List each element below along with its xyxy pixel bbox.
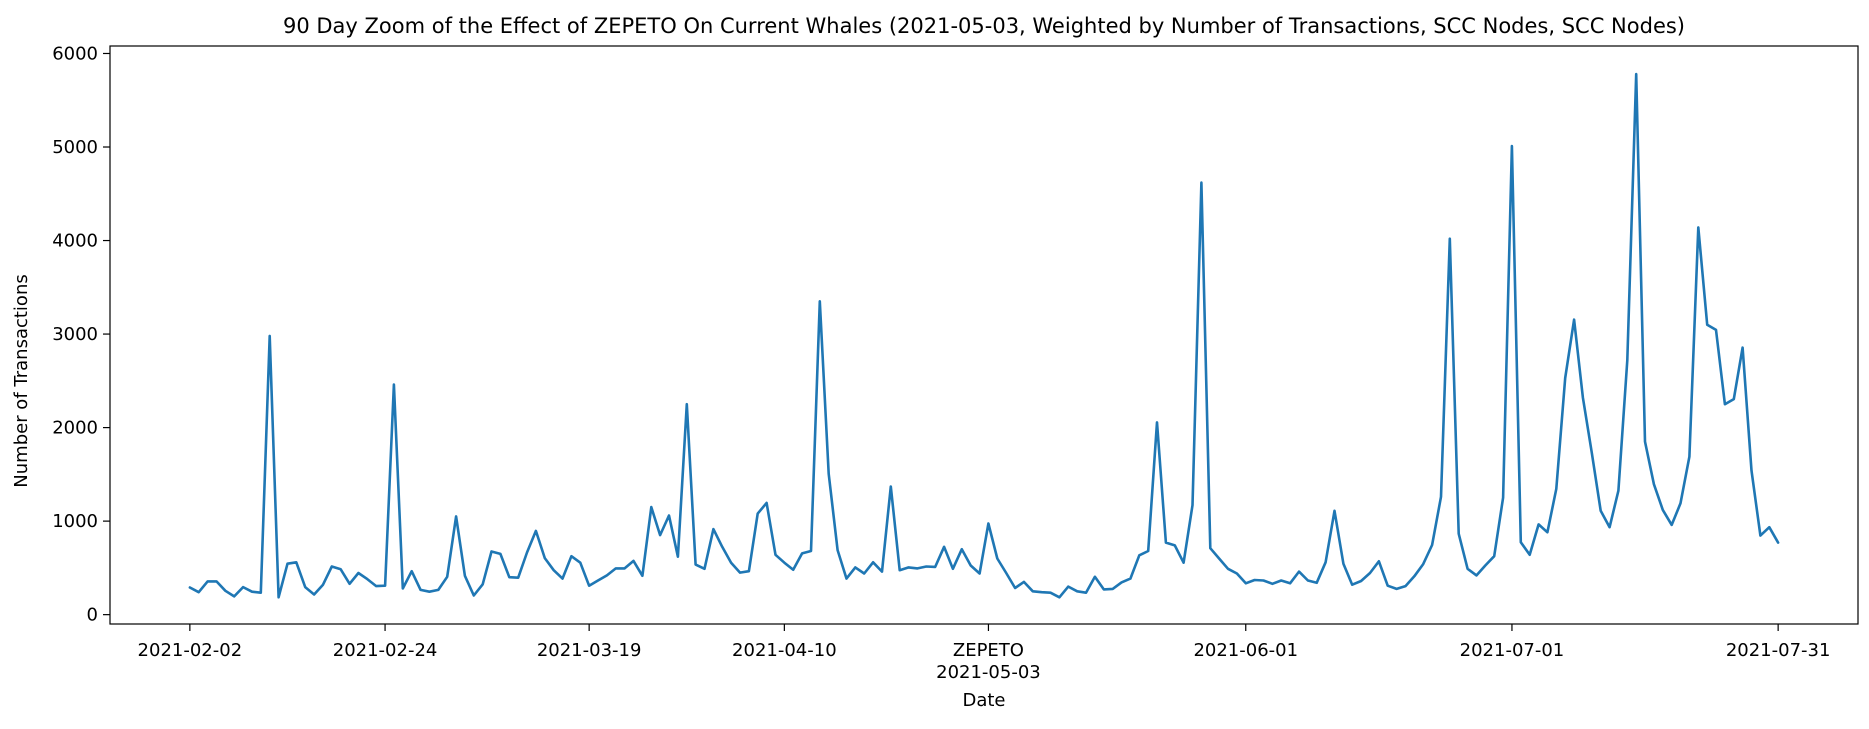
x-tick-label: 2021-07-31	[1726, 640, 1831, 661]
y-tick-label: 0	[87, 605, 98, 626]
x-tick-label: 2021-07-01	[1460, 640, 1565, 661]
x-tick-label: 2021-06-01	[1193, 640, 1298, 661]
x-tick-label: 2021-03-19	[537, 640, 642, 661]
x-tick-label: 2021-04-10	[732, 640, 837, 661]
x-tick-label: 2021-02-02	[138, 640, 243, 661]
y-tick-label: 2000	[52, 418, 98, 439]
y-axis-label: Number of Transactions	[11, 274, 32, 487]
chart-title: 90 Day Zoom of the Effect of ZEPETO On C…	[283, 14, 1685, 38]
y-tick-label: 6000	[52, 43, 98, 64]
y-tick-label: 4000	[52, 231, 98, 252]
x-axis-label: Date	[962, 690, 1005, 711]
x-tick-label: 2021-05-03	[936, 662, 1041, 683]
y-tick-label: 1000	[52, 511, 98, 532]
y-tick-label: 3000	[52, 324, 98, 345]
plot-area: 0 1000 2000 3000 4000 5000 6000 2021-02-02 2021-…	[52, 43, 1859, 683]
annotation-label: ZEPETO	[953, 640, 1024, 661]
y-tick-label: 5000	[52, 137, 98, 158]
series-line-0	[188, 72, 1780, 599]
x-tick-label: 2021-02-24	[333, 640, 438, 661]
plot-frame	[109, 45, 1859, 625]
